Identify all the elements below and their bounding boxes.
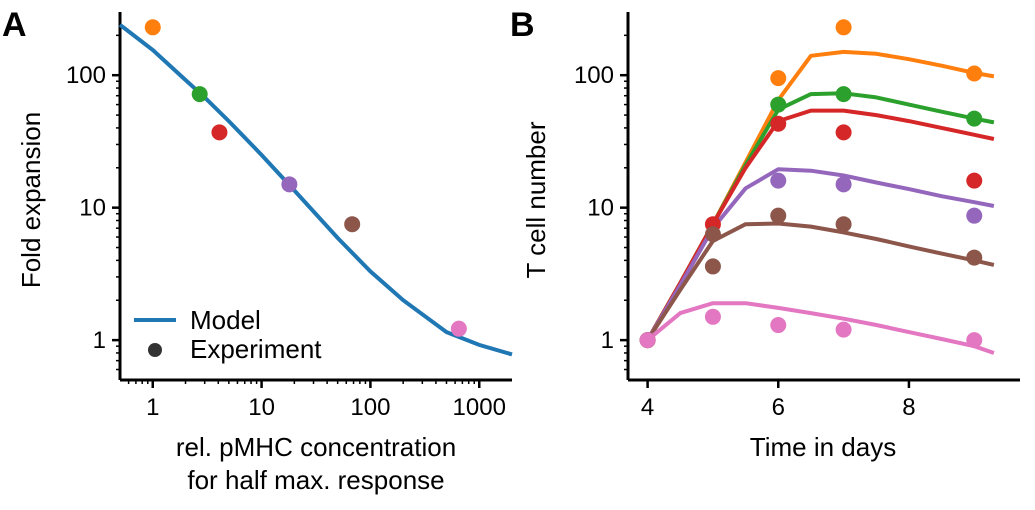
experiment-point bbox=[191, 86, 208, 103]
panel-b-ytick-label: 100 bbox=[574, 62, 614, 89]
series-6-point bbox=[639, 332, 656, 349]
panel-a-ytick-label: 100 bbox=[66, 62, 106, 89]
legend-model-label: Model bbox=[190, 305, 261, 335]
series-5-point bbox=[704, 258, 721, 275]
series-4-point bbox=[835, 176, 852, 193]
series-5-point bbox=[770, 207, 787, 224]
series-6-curve bbox=[646, 301, 995, 355]
panel-b-ytick-label: 1 bbox=[601, 327, 614, 354]
panel-a-xtick-label: 1000 bbox=[453, 394, 506, 421]
experiment-point bbox=[344, 216, 361, 233]
panel-label-a: A bbox=[2, 6, 27, 44]
panel-a-xtick-label: 100 bbox=[350, 394, 390, 421]
series-5-curve bbox=[645, 221, 995, 342]
series-3-point bbox=[770, 115, 787, 132]
experiment-point bbox=[144, 19, 161, 36]
series-2-point bbox=[835, 86, 852, 103]
series-2-curve bbox=[645, 91, 995, 342]
series-6-point bbox=[966, 332, 983, 349]
panel-b-xtick-label: 4 bbox=[641, 394, 654, 421]
series-5-point bbox=[835, 216, 852, 233]
series-2-point bbox=[966, 110, 983, 127]
series-2-point bbox=[770, 96, 787, 113]
series-4-point bbox=[966, 207, 983, 224]
series-1-point bbox=[835, 19, 852, 36]
legend-experiment-swatch bbox=[148, 343, 162, 357]
model-curve bbox=[118, 23, 513, 357]
series-6-point bbox=[770, 317, 787, 334]
panel-b-xtick-label: 8 bbox=[902, 394, 915, 421]
panel-a-ylabel: Fold expansion bbox=[16, 112, 46, 288]
series-1-point bbox=[770, 70, 787, 87]
panel-b-ylabel: T cell number bbox=[521, 121, 551, 278]
panel-a-xlabel-line-1: rel. pMHC concentration bbox=[176, 432, 456, 462]
series-6-point bbox=[835, 321, 852, 338]
panel-b-plot: 1 10 100 4 6 8 bbox=[574, 12, 1020, 421]
experiment-point bbox=[450, 320, 467, 337]
series-1-point bbox=[966, 65, 983, 82]
panel-a-plot: 1 10 100 1 10 100 1000 bbox=[66, 12, 513, 421]
panel-a-xlabel-line-2: for half max. response bbox=[187, 465, 444, 495]
series-3-point bbox=[835, 124, 852, 141]
experiment-point bbox=[211, 124, 228, 141]
series-5-point bbox=[704, 226, 721, 243]
series-3-point bbox=[966, 172, 983, 189]
legend-experiment-label: Experiment bbox=[190, 334, 322, 364]
series-4-point bbox=[770, 172, 787, 189]
panel-a-ytick-label: 1 bbox=[93, 327, 106, 354]
panel-a-xtick-label: 1 bbox=[146, 394, 159, 421]
panel-a-ytick-label: 10 bbox=[79, 195, 106, 222]
panel-label-b: B bbox=[510, 6, 535, 44]
panel-b-xtick-label: 6 bbox=[772, 394, 785, 421]
panel-a-xtick-label: 10 bbox=[248, 394, 275, 421]
panel-a-legend: Model Experiment bbox=[134, 305, 322, 364]
panel-b-ytick-label: 10 bbox=[587, 195, 614, 222]
experiment-point bbox=[281, 176, 298, 193]
panel-b-xlabel: Time in days bbox=[750, 432, 896, 462]
series-5-point bbox=[966, 249, 983, 266]
series-6-point bbox=[704, 308, 721, 325]
